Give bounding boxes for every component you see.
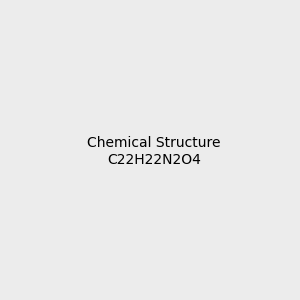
Text: Chemical Structure
C22H22N2O4: Chemical Structure C22H22N2O4 [87,136,220,166]
